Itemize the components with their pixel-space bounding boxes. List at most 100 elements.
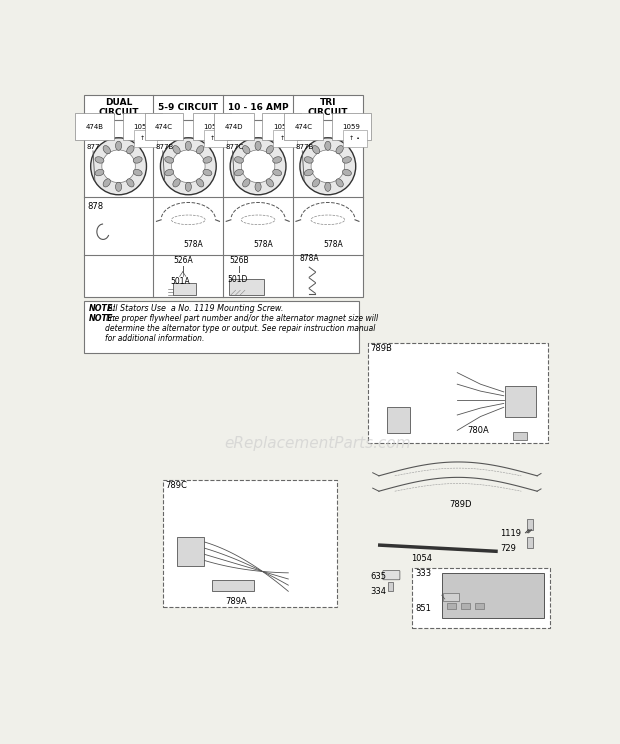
Ellipse shape bbox=[95, 170, 104, 176]
Text: for additional information.: for additional information. bbox=[105, 334, 204, 343]
Text: DUAL
CIRCUIT: DUAL CIRCUIT bbox=[99, 98, 139, 118]
Ellipse shape bbox=[103, 179, 110, 187]
Ellipse shape bbox=[115, 182, 122, 191]
Ellipse shape bbox=[173, 146, 180, 154]
Ellipse shape bbox=[312, 146, 320, 154]
Ellipse shape bbox=[312, 179, 320, 187]
Ellipse shape bbox=[203, 157, 212, 163]
Ellipse shape bbox=[197, 179, 204, 187]
Bar bbox=[211, 580, 254, 591]
Text: 333: 333 bbox=[415, 569, 432, 578]
Text: 5-9 CIRCUIT: 5-9 CIRCUIT bbox=[158, 103, 218, 112]
Bar bbox=[527, 537, 533, 548]
Text: 578A: 578A bbox=[323, 240, 343, 249]
Text: 635: 635 bbox=[371, 572, 386, 581]
Ellipse shape bbox=[273, 157, 281, 163]
Ellipse shape bbox=[266, 179, 273, 187]
Bar bbox=[173, 283, 196, 295]
Text: 501D: 501D bbox=[228, 275, 248, 283]
Text: 334: 334 bbox=[371, 586, 386, 596]
Text: 1059: 1059 bbox=[133, 124, 151, 129]
Bar bbox=[229, 280, 264, 295]
Ellipse shape bbox=[234, 170, 244, 176]
Bar bbox=[388, 582, 393, 591]
Ellipse shape bbox=[126, 146, 134, 154]
Ellipse shape bbox=[185, 141, 192, 150]
Ellipse shape bbox=[126, 179, 134, 187]
Text: All Stators Use  a No. 1119 Mounting Screw.: All Stators Use a No. 1119 Mounting Scre… bbox=[105, 304, 283, 313]
Ellipse shape bbox=[102, 150, 135, 183]
Text: 526B: 526B bbox=[229, 255, 249, 265]
Ellipse shape bbox=[255, 141, 261, 150]
Text: determine the alternator type or output. See repair instruction manual: determine the alternator type or output.… bbox=[105, 324, 375, 333]
Text: 877B: 877B bbox=[156, 144, 174, 150]
Ellipse shape bbox=[197, 146, 204, 154]
Ellipse shape bbox=[241, 150, 275, 183]
Text: NOTE:: NOTE: bbox=[88, 314, 116, 323]
Ellipse shape bbox=[161, 138, 216, 195]
Ellipse shape bbox=[342, 170, 352, 176]
Bar bbox=[475, 603, 484, 609]
Ellipse shape bbox=[242, 179, 250, 187]
Ellipse shape bbox=[165, 157, 174, 163]
FancyBboxPatch shape bbox=[505, 386, 536, 417]
Bar bbox=[447, 603, 456, 609]
Text: ↑ •: ↑ • bbox=[140, 136, 151, 141]
Text: 1059: 1059 bbox=[203, 124, 221, 129]
Text: 878A: 878A bbox=[299, 254, 319, 263]
Text: ↑ •: ↑ • bbox=[350, 136, 360, 141]
Bar bbox=[443, 593, 459, 600]
Text: 877: 877 bbox=[86, 144, 100, 150]
Text: 501A: 501A bbox=[170, 277, 190, 286]
Bar bbox=[412, 568, 551, 628]
Text: 578A: 578A bbox=[254, 240, 273, 249]
Ellipse shape bbox=[255, 182, 261, 191]
Bar bbox=[513, 432, 527, 440]
Text: 10 - 16 AMP: 10 - 16 AMP bbox=[228, 103, 288, 112]
Text: NOTE:: NOTE: bbox=[88, 304, 116, 313]
Ellipse shape bbox=[91, 138, 146, 195]
FancyBboxPatch shape bbox=[441, 573, 544, 618]
Text: 789C: 789C bbox=[165, 481, 187, 490]
Ellipse shape bbox=[230, 138, 286, 195]
Ellipse shape bbox=[336, 179, 343, 187]
Bar bbox=[84, 95, 363, 297]
Text: 474C: 474C bbox=[155, 124, 173, 129]
Text: 780A: 780A bbox=[467, 426, 489, 434]
Text: 878: 878 bbox=[87, 202, 104, 211]
Ellipse shape bbox=[185, 182, 192, 191]
Ellipse shape bbox=[304, 157, 313, 163]
Text: 474C: 474C bbox=[294, 124, 312, 129]
Text: 1119: 1119 bbox=[500, 529, 521, 538]
Text: 877C: 877C bbox=[226, 144, 244, 150]
Ellipse shape bbox=[95, 157, 104, 163]
FancyBboxPatch shape bbox=[383, 571, 400, 580]
Text: The proper flywheel part number and/or the alternator magnet size will: The proper flywheel part number and/or t… bbox=[105, 314, 378, 323]
Ellipse shape bbox=[304, 170, 313, 176]
Text: 474B: 474B bbox=[86, 124, 104, 129]
Ellipse shape bbox=[115, 141, 122, 150]
Ellipse shape bbox=[325, 182, 331, 191]
FancyBboxPatch shape bbox=[387, 406, 410, 433]
Bar bbox=[527, 519, 533, 530]
Ellipse shape bbox=[266, 146, 273, 154]
Text: 729: 729 bbox=[500, 545, 516, 554]
Text: TRI
CIRCUIT: TRI CIRCUIT bbox=[308, 98, 348, 118]
Bar bbox=[368, 344, 548, 443]
FancyBboxPatch shape bbox=[177, 536, 204, 566]
Text: eReplacementParts.com: eReplacementParts.com bbox=[224, 436, 411, 451]
Ellipse shape bbox=[103, 146, 110, 154]
Text: 526A: 526A bbox=[173, 255, 193, 265]
Text: 1054: 1054 bbox=[410, 554, 432, 563]
Bar bbox=[162, 481, 337, 608]
Text: ↑ •: ↑ • bbox=[280, 136, 291, 141]
Text: 1059: 1059 bbox=[273, 124, 291, 129]
Ellipse shape bbox=[342, 157, 352, 163]
Text: ↑ •: ↑ • bbox=[210, 136, 221, 141]
Bar bbox=[461, 603, 471, 609]
Ellipse shape bbox=[172, 150, 205, 183]
Ellipse shape bbox=[325, 141, 331, 150]
Ellipse shape bbox=[203, 170, 212, 176]
Text: 474D: 474D bbox=[224, 124, 243, 129]
Text: 851: 851 bbox=[415, 603, 432, 612]
